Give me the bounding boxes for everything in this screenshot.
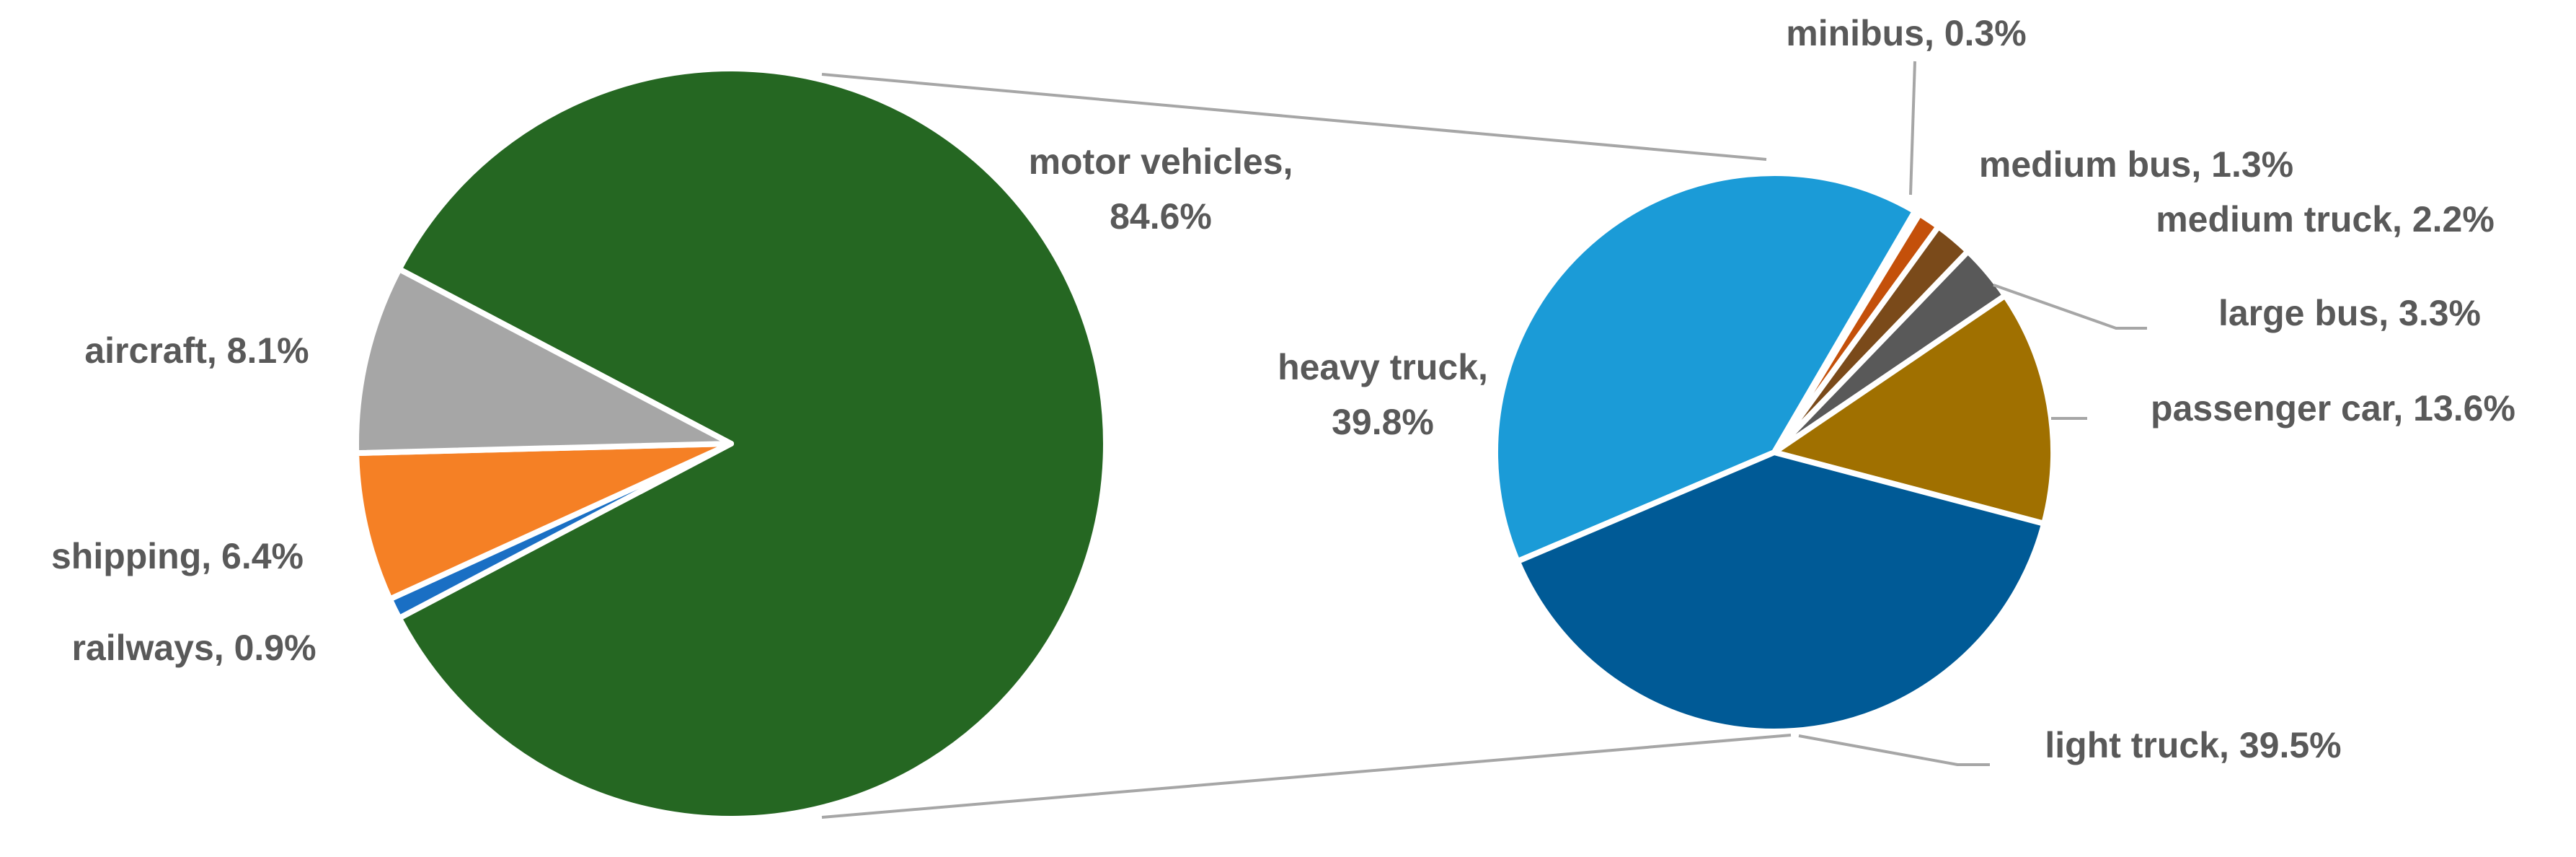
- data-label: light truck, 39.5%: [2045, 725, 2341, 765]
- pie-slice: [353, 266, 734, 457]
- pie-slice: [1492, 170, 1918, 565]
- data-label: medium bus, 1.3%: [1979, 144, 2293, 185]
- data-label: railways, 0.9%: [71, 628, 316, 668]
- leader-line: [1798, 734, 1990, 766]
- pie-slice: [1771, 292, 2056, 527]
- connectors: [821, 61, 2147, 819]
- pie: [1492, 170, 2056, 734]
- data-label: minibus, 0.3%: [1786, 13, 2026, 53]
- leader-line: [1909, 61, 1916, 195]
- pie-slice: [396, 66, 1109, 822]
- data-label: large bus, 3.3%: [2218, 293, 2481, 333]
- data-label: aircraft, 8.1%: [84, 330, 309, 371]
- connector-line: [821, 734, 1792, 819]
- data-label: passenger car, 13.6%: [2151, 388, 2515, 428]
- data-label: shipping, 6.4%: [51, 536, 304, 576]
- data-label: heavy truck, 39.8%: [1278, 347, 1488, 442]
- pie-slice: [353, 441, 734, 602]
- pie-slice: [1514, 449, 2048, 734]
- data-label: motor vehicles, 84.6%: [1029, 141, 1293, 237]
- data-label: medium truck, 2.2%: [2156, 199, 2495, 239]
- connector-line: [821, 73, 1767, 161]
- pie: [353, 66, 1109, 822]
- leader-line: [1993, 284, 2147, 330]
